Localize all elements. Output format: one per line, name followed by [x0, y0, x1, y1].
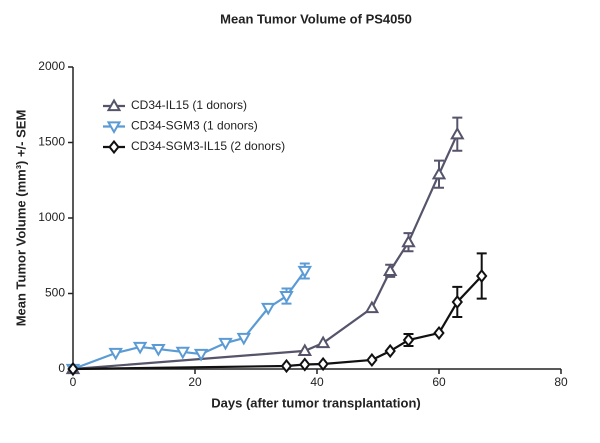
- x-tick-label: 60: [432, 375, 446, 389]
- data-point: [451, 294, 463, 310]
- y-tick-label: 1500: [38, 135, 65, 149]
- data-point: [401, 234, 416, 248]
- data-point: [364, 300, 380, 314]
- y-tick-label: 500: [45, 286, 65, 300]
- legend-marker: [108, 139, 120, 155]
- x-tick-label: 20: [188, 375, 202, 389]
- legend-label: CD34-SGM3-IL15 (2 donors): [131, 139, 285, 153]
- legend-label: CD34-SGM3 (1 donors): [131, 119, 258, 133]
- data-point: [218, 337, 233, 351]
- y-tick-label: 0: [58, 361, 65, 375]
- legend-label: CD34-IL15 (1 donors): [131, 98, 247, 112]
- data-point: [67, 361, 79, 377]
- data-point: [402, 332, 415, 348]
- data-point: [450, 126, 465, 140]
- data-point: [193, 348, 209, 362]
- x-tick-label: 40: [310, 375, 324, 389]
- data-point: [366, 352, 378, 368]
- data-point: [279, 290, 294, 304]
- legend-marker: [106, 121, 122, 135]
- x-axis-label: Days (after tumor transplantation): [211, 395, 420, 410]
- data-point: [236, 332, 252, 346]
- data-point: [297, 265, 313, 279]
- data-point: [151, 343, 166, 357]
- data-point: [433, 325, 445, 341]
- series-line: [72, 275, 483, 371]
- x-tick-label: 80: [554, 375, 568, 389]
- data-point: [260, 302, 276, 316]
- x-tick-label: 0: [70, 375, 77, 389]
- data-point: [384, 343, 396, 359]
- data-point: [299, 357, 311, 372]
- y-tick-label: 2000: [38, 59, 65, 73]
- data-point: [431, 166, 447, 180]
- data-point: [382, 263, 398, 276]
- data-point: [317, 356, 329, 372]
- y-axis-label: Mean Tumor Volume (mm³) +/- SEM: [13, 110, 28, 327]
- y-tick-label: 1000: [38, 210, 65, 224]
- data-point: [175, 346, 191, 360]
- chart-title: Mean Tumor Volume of PS4050: [220, 11, 412, 26]
- data-point: [476, 268, 488, 284]
- data-point: [315, 335, 331, 349]
- data-point: [297, 343, 313, 357]
- data-point: [132, 341, 148, 355]
- data-point: [280, 358, 293, 374]
- legend-marker: [106, 98, 122, 112]
- series-line: [72, 133, 459, 371]
- data-point: [108, 347, 123, 361]
